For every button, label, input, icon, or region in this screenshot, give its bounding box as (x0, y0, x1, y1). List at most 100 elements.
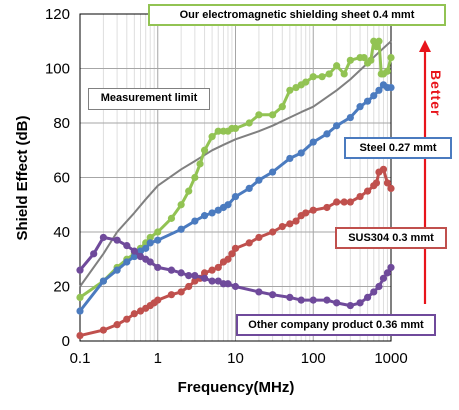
data-point (130, 252, 138, 261)
data-point (278, 103, 286, 111)
data-point (255, 288, 263, 296)
data-point (333, 198, 341, 206)
data-point (130, 310, 138, 318)
y-tick-label: 120 (45, 6, 70, 23)
data-point (286, 86, 294, 94)
data-point (113, 236, 121, 244)
data-point (167, 214, 176, 222)
data-point (228, 250, 236, 258)
data-point (200, 269, 209, 277)
data-point (191, 272, 199, 280)
data-point (325, 70, 333, 78)
data-point (309, 138, 317, 146)
data-point (375, 86, 383, 94)
data-point (154, 263, 162, 272)
data-point (231, 282, 240, 291)
data-point (255, 176, 263, 184)
data-point (185, 272, 193, 280)
data-point (370, 37, 378, 45)
data-point (318, 73, 326, 81)
data-point (196, 160, 204, 168)
data-point (333, 299, 341, 307)
data-point (387, 54, 395, 62)
data-point (208, 133, 216, 141)
data-point (154, 236, 162, 244)
data-point (200, 146, 209, 154)
data-point (185, 282, 193, 291)
data-point (363, 293, 372, 301)
y-axis-ticks: 0 20 40 60 80 100 120 (45, 6, 70, 350)
series-1 (76, 37, 395, 301)
data-point (346, 198, 354, 206)
x-tick-label: 10 (227, 350, 244, 367)
data-point (379, 165, 388, 173)
data-point (323, 130, 331, 138)
callout-other-company: Other company product 0.36 mmt (236, 314, 436, 336)
better-arrow-head (419, 40, 431, 52)
data-point (167, 291, 176, 299)
data-point (372, 43, 381, 51)
data-point (123, 242, 131, 250)
series-2 (76, 81, 395, 315)
data-point (208, 266, 216, 274)
y-tick-label: 80 (53, 115, 70, 132)
y-tick-label: 40 (53, 224, 70, 241)
data-point (375, 282, 383, 291)
data-point (154, 296, 162, 304)
data-point (309, 206, 317, 214)
data-point (268, 291, 277, 299)
data-point (146, 258, 154, 266)
data-point (224, 255, 232, 263)
data-point (297, 296, 305, 304)
better-arrow (419, 40, 431, 304)
grid (79, 13, 392, 342)
y-axis-title: Shield Effect (dB) (14, 115, 31, 240)
data-point (333, 62, 341, 70)
data-point (297, 149, 305, 157)
data-point (113, 266, 121, 274)
data-point (245, 239, 253, 247)
data-point (356, 192, 364, 201)
data-point (292, 217, 300, 225)
data-point (387, 83, 395, 92)
data-point (245, 119, 253, 127)
data-point (231, 244, 240, 252)
data-point (360, 54, 368, 62)
data-point (286, 220, 294, 228)
data-point (90, 250, 98, 258)
data-point (177, 225, 185, 233)
data-point (340, 70, 348, 78)
data-point (370, 92, 378, 100)
data-point (142, 244, 150, 252)
data-point (146, 233, 154, 242)
data-point (363, 187, 372, 195)
data-point (76, 307, 84, 315)
callout-our-sheet: Our electromagnetic shielding sheet 0.4 … (148, 4, 446, 26)
data-point (185, 187, 193, 195)
data-point (302, 209, 310, 217)
callout-measurement-limit: Measurement limit (88, 88, 210, 110)
data-point (200, 212, 209, 220)
data-point (224, 201, 232, 209)
data-point (379, 274, 388, 282)
data-point (214, 127, 222, 135)
data-point (99, 233, 108, 242)
data-point (346, 113, 354, 122)
x-tick-label: 0.1 (70, 350, 91, 367)
series-3 (76, 165, 395, 340)
x-axis-title: Frequency(MHz) (178, 379, 295, 396)
data-point (76, 331, 84, 340)
data-point (286, 154, 294, 163)
data-point (177, 201, 185, 209)
data-point (231, 124, 240, 133)
data-point (208, 277, 216, 285)
data-point (346, 56, 354, 64)
data-point (356, 103, 364, 111)
data-point (333, 122, 341, 130)
data-point (113, 321, 121, 329)
x-axis-ticks: 0.1 1 10 100 1000 (70, 350, 408, 367)
data-point (383, 179, 392, 187)
data-point (309, 296, 317, 304)
x-tick-label: 1000 (374, 350, 407, 367)
